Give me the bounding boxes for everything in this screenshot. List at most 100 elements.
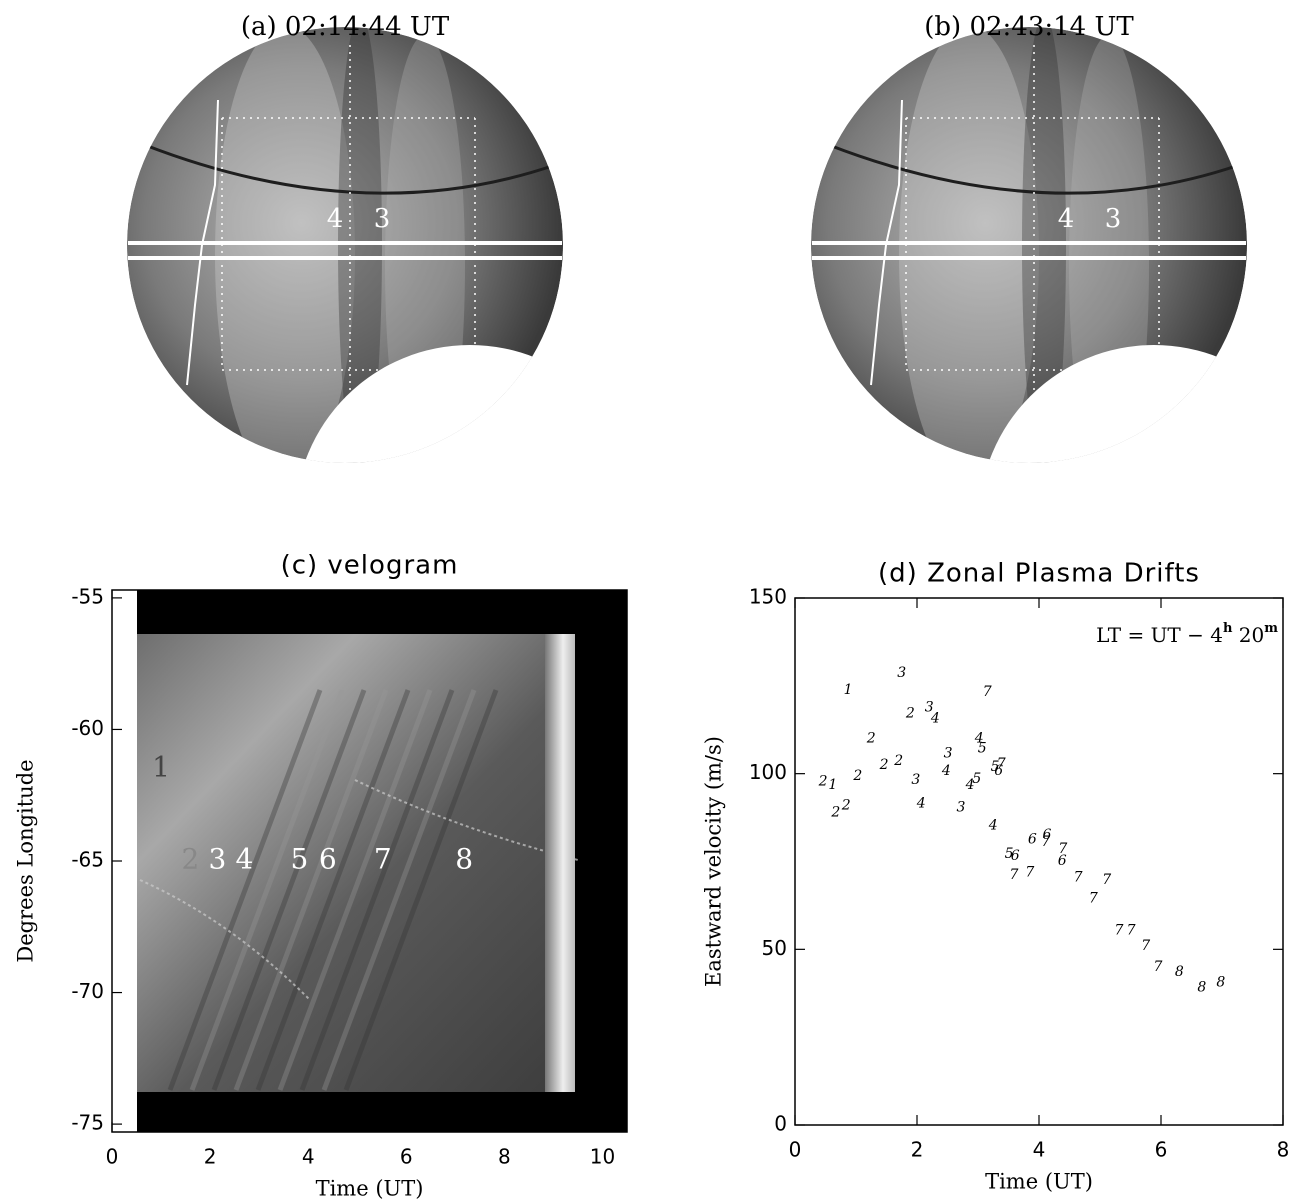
feature-label: 3 [1105,204,1122,234]
point-marker: 2 [905,706,915,722]
velogram-image [137,634,575,1092]
point-marker: 1 [828,777,837,793]
x-tick-label: 10 [590,1145,615,1169]
streak [321,689,477,1091]
streak [233,689,389,1091]
x-tick-label: 2 [204,1145,217,1169]
annotation: 7 [374,843,392,876]
arc-line [144,143,556,195]
x-tick-label: 6 [400,1145,413,1169]
point-marker: 2 [866,731,876,747]
point-marker: 2 [841,798,851,814]
annotation: 5 [290,843,308,876]
x-tick-label: 4 [1033,1138,1046,1162]
streak [255,689,411,1091]
annotation-part: 20 [1232,623,1264,647]
point-marker: 1 [844,682,853,698]
x-tick-label: 0 [789,1138,802,1162]
x-axis-label: Time (UT) [316,1177,424,1201]
point-marker: 2 [879,757,889,773]
y-tick-label: 150 [749,585,787,609]
x-axis-label: Time (UT) [985,1170,1093,1194]
point-marker: 3 [944,745,953,761]
streak [167,689,323,1091]
point-marker: 7 [1041,834,1050,850]
streak [343,689,499,1091]
y-tick-label: -75 [71,1111,104,1135]
y-tick-label: -70 [71,979,104,1003]
y-axis-label: Degrees Longitude [14,759,38,962]
point-marker: 6 [1011,848,1020,864]
point-marker: 3 [897,665,906,681]
x-tick-label: 6 [1155,1138,1168,1162]
point-marker: 4 [988,817,998,833]
point-marker: 4 [941,763,951,779]
streak [211,689,367,1091]
feature-label: 3 [374,204,391,234]
point-marker: 3 [956,800,965,816]
annotation: LT = UT − 4h 20m [1096,621,1278,647]
x-tick-label: 0 [106,1145,119,1169]
point-marker: 7 [997,756,1006,772]
arc-line [828,143,1240,195]
point-marker: 4 [930,711,940,727]
feature-label: 4 [327,204,344,234]
streak [189,689,345,1091]
point-marker: 3 [925,700,934,716]
x-tick-label: 2 [911,1138,924,1162]
point-marker: 7 [983,684,992,700]
point-marker: 5 [972,771,981,787]
point-marker: 4 [974,731,984,747]
point-marker: 2 [830,805,840,821]
chart-title: (d) Zonal Plasma Drifts [878,559,1200,589]
x-tick-label: 8 [498,1145,511,1169]
point-marker: 8 [1197,980,1206,996]
point-marker: 2 [818,774,828,790]
annotation: 8 [455,843,473,876]
point-marker: 4 [965,777,975,793]
x-tick-label: 4 [302,1145,315,1169]
annotation: 3 [209,843,227,876]
point-marker: 6 [1028,831,1037,847]
feature-label: 4 [1058,204,1075,234]
point-marker: 5 [1005,846,1014,862]
y-axis-label: Eastward velocity (m/s) [702,736,726,987]
x-tick-label: 8 [1277,1138,1290,1162]
point-marker: 7 [1102,872,1111,888]
point-marker: 2 [852,768,862,784]
annotation: 6 [319,843,337,876]
annotation: 2 [182,843,200,876]
point-marker: 3 [911,772,920,788]
point-marker: 7 [1089,890,1098,906]
point-marker: 5 [991,759,1000,775]
y-tick-label: 0 [774,1112,787,1136]
bright-stripe [545,634,575,1092]
trace [139,879,311,1001]
point-marker: 7 [1153,959,1162,975]
streak [277,689,433,1091]
plot-frame [794,597,1284,1126]
annotation-part: LT = UT − 4 [1096,623,1223,647]
streak [299,689,455,1091]
point-marker: 7 [1010,867,1019,883]
point-marker: 7 [1114,922,1123,938]
point-marker: 6 [1058,853,1067,869]
point-marker: 7 [1127,922,1136,938]
point-marker: 7 [1025,865,1034,881]
allsky-image [811,27,1247,463]
annotation-part: m [1264,621,1278,636]
point-marker: 4 [916,796,926,812]
annotation-part: h [1223,621,1233,636]
point-marker: 5 [978,740,987,756]
chart-title: (a) 02:14:44 UT [241,12,450,42]
point-marker: 7 [1058,841,1067,857]
point-marker: 7 [1141,938,1150,954]
point-marker: 7 [1074,870,1083,886]
point-marker: 6 [1042,827,1051,843]
point-marker: 8 [1216,975,1225,991]
point-marker: 6 [994,763,1003,779]
annotation: 4 [236,843,254,876]
annotation: 1 [152,750,170,783]
